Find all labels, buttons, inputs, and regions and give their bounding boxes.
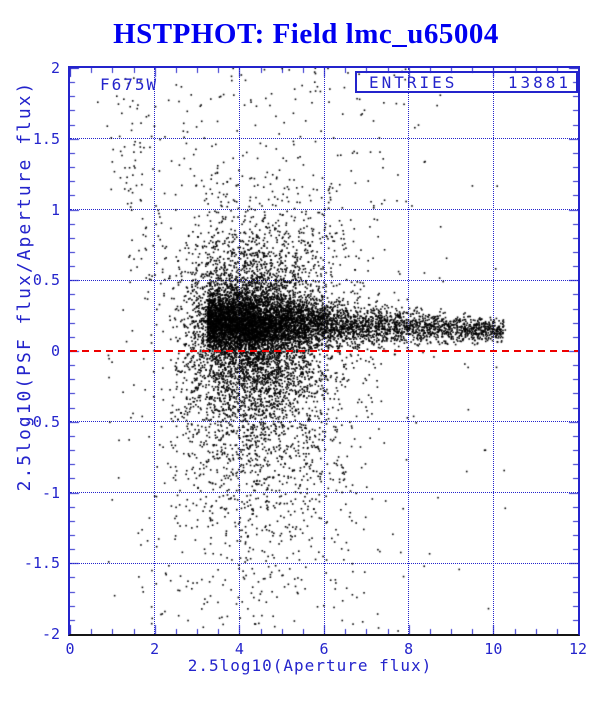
entries-box: ENTRIES 13881 — [355, 71, 578, 93]
y-tick-label--2: -2 — [41, 625, 60, 643]
zero-reference-line — [70, 350, 578, 352]
y-tick-label-0: 0 — [50, 342, 60, 360]
entries-value: 13881 — [507, 72, 571, 92]
y-tick-label-1.5: 1.5 — [32, 129, 60, 148]
filter-label: F675W — [100, 75, 159, 94]
y-tick-label--0.5: -0.5 — [23, 412, 60, 431]
x-axis-title: 2.5log10(Aperture flux) — [187, 656, 433, 675]
y-tick-label--1: -1 — [41, 483, 60, 502]
x-tick-label-2: 2 — [150, 640, 160, 658]
plot-frame: F675W ENTRIES 13881 — [68, 66, 580, 636]
entries-label: ENTRIES — [369, 72, 458, 92]
page-title: HSTPHOT: Field lmc_u65004 — [113, 18, 499, 50]
y-tick-label-2: 2 — [50, 59, 60, 77]
y-axis-title: 2.5log10(PSF flux/Aperture flux) — [14, 80, 35, 492]
x-tick-label-8: 8 — [404, 640, 414, 658]
x-tick-label-12: 12 — [568, 640, 588, 658]
y-tick-label--1.5: -1.5 — [23, 554, 60, 573]
y-tick-label-1: 1 — [50, 200, 60, 219]
x-tick-label-10: 10 — [484, 640, 503, 658]
y-tick-label-0.5: 0.5 — [32, 271, 60, 290]
x-tick-label-0: 0 — [65, 640, 75, 658]
x-tick-label-4: 4 — [234, 640, 244, 658]
x-tick-label-6: 6 — [319, 640, 329, 658]
